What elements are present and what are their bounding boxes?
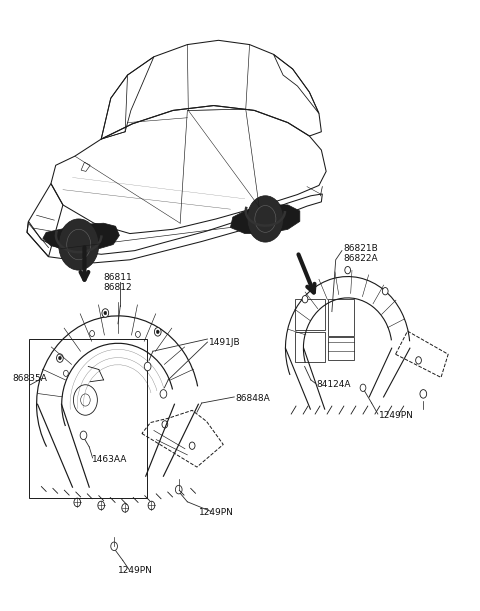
Text: 84124A: 84124A (317, 380, 351, 389)
Text: 1249PN: 1249PN (118, 566, 153, 575)
Circle shape (104, 311, 107, 315)
Text: 1249PN: 1249PN (199, 508, 234, 518)
Text: 1491JB: 1491JB (209, 337, 240, 346)
Circle shape (74, 498, 81, 507)
Circle shape (135, 331, 140, 337)
Polygon shape (230, 205, 300, 233)
Circle shape (102, 309, 108, 317)
Bar (29, 339, 147, 497)
Circle shape (122, 503, 129, 512)
Circle shape (148, 501, 155, 510)
Bar (327, 299, 354, 336)
Circle shape (160, 390, 167, 398)
Bar (295, 299, 324, 330)
Text: 1249PN: 1249PN (379, 411, 414, 420)
Circle shape (59, 356, 61, 360)
Circle shape (420, 390, 427, 398)
Circle shape (80, 431, 87, 439)
Bar (295, 332, 324, 362)
Circle shape (98, 501, 105, 510)
Circle shape (383, 288, 388, 295)
Polygon shape (43, 223, 120, 251)
Text: 86848A: 86848A (235, 393, 270, 403)
Circle shape (162, 421, 168, 428)
Text: 1463AA: 1463AA (92, 455, 127, 464)
Circle shape (247, 196, 284, 242)
Circle shape (302, 296, 308, 303)
Circle shape (144, 362, 151, 371)
Text: 86811
86812: 86811 86812 (104, 273, 132, 292)
Circle shape (345, 266, 350, 274)
Circle shape (155, 327, 161, 336)
Circle shape (360, 384, 366, 392)
Circle shape (90, 331, 95, 337)
Circle shape (111, 542, 118, 551)
Circle shape (189, 442, 195, 449)
Circle shape (57, 354, 63, 362)
Circle shape (156, 330, 159, 334)
Text: 86835A: 86835A (12, 374, 48, 383)
Circle shape (416, 357, 421, 364)
Bar (327, 337, 354, 360)
Text: 86821B
86822A: 86821B 86822A (343, 244, 378, 263)
Circle shape (59, 219, 99, 270)
Circle shape (63, 370, 68, 376)
Circle shape (175, 485, 182, 494)
